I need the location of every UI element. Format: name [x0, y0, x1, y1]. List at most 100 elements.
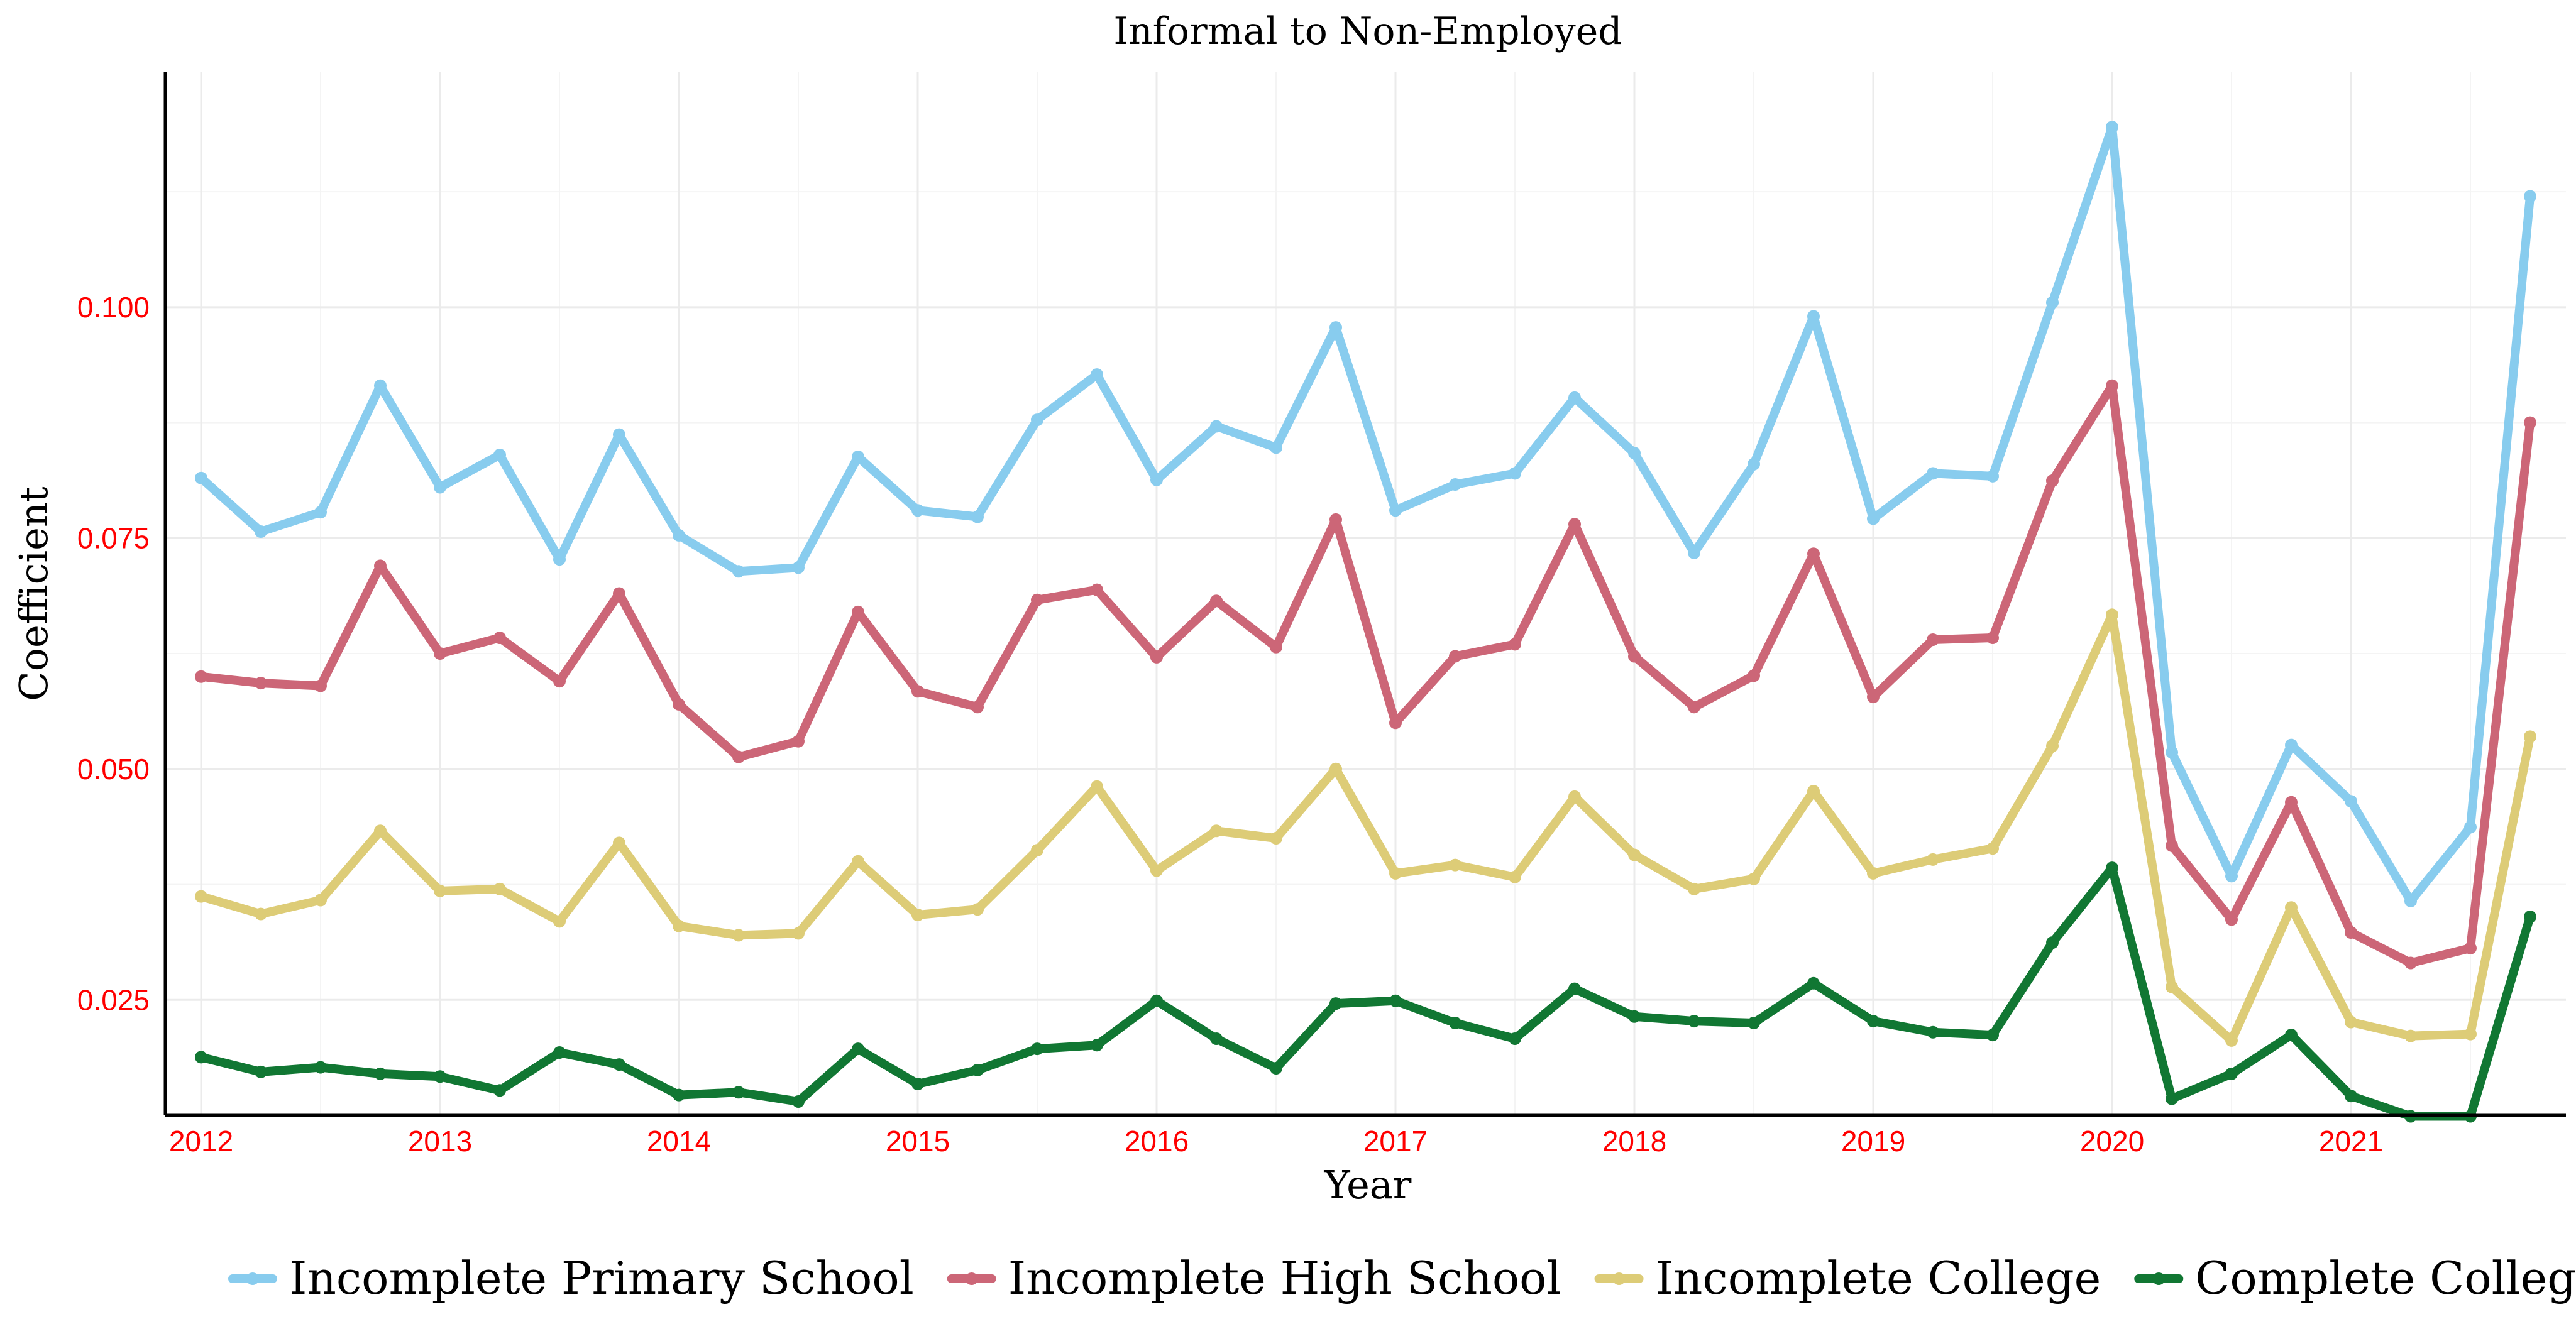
- data-point: [2464, 821, 2477, 834]
- data-point: [2285, 1029, 2298, 1042]
- data-point: [732, 1086, 745, 1099]
- data-point: [434, 884, 446, 897]
- data-point: [1389, 994, 1402, 1007]
- data-point: [374, 559, 387, 572]
- data-point: [1927, 1025, 1939, 1039]
- series-line: [197, 123, 2535, 905]
- data-point: [1568, 391, 1581, 404]
- data-point: [613, 836, 625, 850]
- data-point: [1568, 518, 1581, 531]
- data-point: [2106, 608, 2118, 621]
- data-point: [255, 907, 267, 921]
- data-point: [314, 1061, 327, 1074]
- data-point: [792, 1095, 805, 1108]
- data-point: [732, 565, 745, 578]
- data-point: [2166, 839, 2178, 852]
- data-point: [971, 701, 984, 714]
- series-line: [197, 863, 2535, 1121]
- data-point: [493, 1084, 506, 1097]
- data-point: [2106, 121, 2118, 134]
- data-point: [2404, 894, 2417, 907]
- legend-item-3: Complete College: [2134, 1252, 2576, 1304]
- data-point: [792, 927, 805, 940]
- x-tick-labels: 2012 2013 2014 2015 2016 2017 2018 2019 2020 2021: [169, 1125, 2383, 1157]
- data-point: [2464, 941, 2477, 954]
- data-point: [673, 697, 685, 711]
- data-point: [255, 525, 267, 539]
- data-point: [1986, 842, 1999, 855]
- data-point: [195, 670, 207, 683]
- data-point: [434, 1070, 446, 1083]
- data-point: [1748, 872, 1760, 885]
- legend-label: Incomplete College: [1656, 1252, 2101, 1304]
- data-point: [1150, 994, 1163, 1007]
- data-point: [2345, 1090, 2357, 1103]
- series-1: [195, 379, 2536, 970]
- data-point: [314, 679, 327, 692]
- data-point: [2166, 746, 2178, 759]
- data-point: [1748, 457, 1760, 471]
- y-tick-label: 0.025: [77, 983, 150, 1016]
- data-point: [911, 685, 924, 698]
- data-point: [971, 1063, 984, 1076]
- data-point: [2046, 740, 2059, 753]
- data-point: [1927, 853, 1939, 866]
- data-point: [2166, 1092, 2178, 1105]
- data-point: [1867, 512, 1880, 525]
- data-point: [2345, 1015, 2357, 1029]
- data-point: [1807, 310, 1820, 323]
- data-point: [2225, 913, 2238, 926]
- x-tick-label: 2018: [1602, 1125, 1666, 1157]
- x-tick-label: 2015: [886, 1125, 950, 1157]
- data-point: [1270, 441, 1282, 454]
- data-point: [732, 750, 745, 763]
- data-point: [2225, 870, 2238, 883]
- data-point: [195, 471, 207, 484]
- data-point: [1210, 594, 1223, 608]
- data-point: [2524, 730, 2536, 743]
- legend-label: Incomplete High School: [1008, 1252, 1561, 1304]
- data-point: [1688, 882, 1700, 895]
- data-point: [1568, 790, 1581, 803]
- data-point: [1091, 780, 1103, 793]
- data-point: [2524, 910, 2536, 923]
- data-point: [1807, 785, 1820, 798]
- data-point: [255, 677, 267, 690]
- data-point: [1210, 1032, 1223, 1045]
- data-point: [1807, 976, 1820, 990]
- data-point: [1449, 858, 1461, 872]
- data-point: [1509, 467, 1521, 480]
- data-point: [1329, 762, 1342, 775]
- data-point: [1031, 844, 1043, 857]
- data-point: [613, 428, 625, 441]
- data-point: [434, 647, 446, 660]
- y-tick-label: 0.075: [77, 522, 150, 554]
- grid-major-lines: [165, 72, 2566, 1115]
- data-point: [1927, 633, 1939, 646]
- data-point: [1449, 650, 1461, 663]
- data-point: [2106, 379, 2118, 392]
- data-point: [2285, 796, 2298, 809]
- data-point: [2225, 1034, 2238, 1047]
- data-point: [1927, 467, 1939, 480]
- data-point: [1329, 321, 1342, 334]
- y-axis-title: Coefficient: [11, 486, 57, 701]
- data-point: [792, 735, 805, 748]
- data-point: [255, 1065, 267, 1078]
- data-point: [553, 1046, 566, 1059]
- data-point: [2285, 738, 2298, 752]
- x-tick-label: 2020: [2080, 1125, 2144, 1157]
- data-point: [493, 449, 506, 462]
- series-line: [197, 381, 2535, 968]
- data-point: [852, 605, 864, 618]
- series-line: [197, 610, 2535, 1045]
- legend-marker: [246, 1272, 259, 1285]
- data-point: [553, 553, 566, 566]
- legend-marker: [1612, 1272, 1626, 1285]
- data-point: [493, 882, 506, 895]
- legend-label: Incomplete Primary School: [289, 1252, 914, 1304]
- data-point: [1031, 413, 1043, 427]
- data-point: [732, 929, 745, 942]
- data-point: [2046, 296, 2059, 309]
- legend: Incomplete Primary School Incomplete High…: [228, 1252, 2576, 1304]
